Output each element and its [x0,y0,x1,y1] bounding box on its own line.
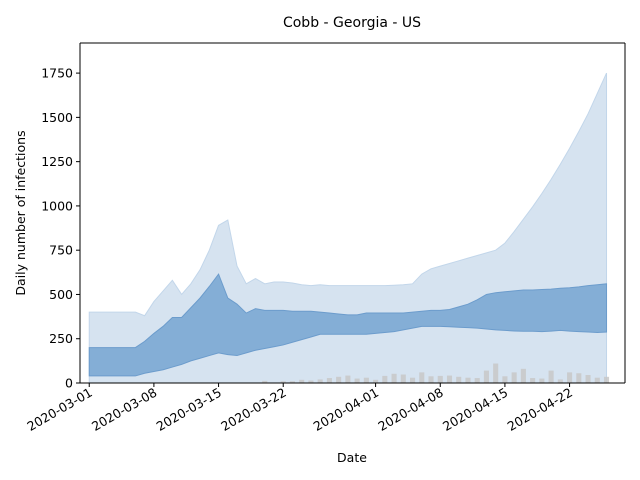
inner-interval-band [88,273,608,377]
x-tick-label: 2020-04-01 [311,385,381,434]
observed-bar [354,378,360,383]
observed-bar [336,376,342,383]
plot-area [88,72,610,384]
x-tick-label: 2020-04-15 [440,385,510,434]
observed-bar [530,378,536,383]
observed-bar [289,381,295,383]
observed-bar [520,368,526,383]
observed-bar [391,373,397,383]
observed-bar [511,372,517,384]
axes-frame [79,42,626,384]
observed-bar [317,379,323,383]
observed-bar [410,377,416,383]
observed-bar [262,380,268,384]
x-axis-ticks: 2020-03-012020-03-082020-03-152020-03-22… [24,383,575,434]
x-tick-label: 2020-04-22 [505,385,575,434]
observed-bar [373,379,379,383]
observed-bar [400,374,406,383]
y-axis-label: Daily number of infections [13,130,28,295]
observed-bar [419,372,425,384]
y-tick-label: 1250 [41,154,73,169]
observed-bar [446,375,453,383]
observed-bar [603,376,610,383]
observed-bar [465,377,471,383]
observed-bar [567,372,573,384]
observed-bar [308,380,314,383]
observed-bar [437,375,443,383]
x-tick-label: 2020-03-08 [89,385,159,434]
observed-bar [326,378,332,383]
observed-bar [280,381,286,383]
observed-bar [456,376,462,383]
observed-bar [363,377,369,383]
x-tick-label: 2020-03-15 [154,385,224,434]
x-tick-label: 2020-04-08 [375,385,445,434]
y-tick-label: 750 [49,243,73,258]
chart-title: Cobb - Georgia - US [283,15,421,31]
observed-bar [557,379,563,383]
x-tick-label: 2020-03-22 [218,385,288,434]
y-tick-label: 1750 [41,66,73,81]
observed-bar [502,376,508,383]
observed-bar [594,377,600,383]
y-tick-label: 1000 [41,198,73,213]
observed-bar [483,370,489,383]
observed-bar [345,375,351,383]
observed-bar [474,378,480,383]
y-tick-label: 1500 [41,110,73,125]
observed-bar [585,375,591,383]
y-tick-label: 0 [65,376,73,391]
observed-bar [382,375,388,383]
observed-bar [493,363,499,383]
observed-bar [299,379,305,383]
x-tick-label: 2020-03-01 [24,385,94,434]
y-tick-label: 250 [49,331,73,346]
observed-bar [539,378,545,383]
observed-bar [548,370,554,383]
y-axis-ticks: 0 250 500 750 1000 1250 1500 1750 [41,66,80,391]
observed-bars [262,363,610,384]
x-axis-label: Date [337,450,367,465]
y-tick-label: 500 [49,287,73,302]
observed-bar [428,376,434,383]
observed-bar [576,373,582,383]
